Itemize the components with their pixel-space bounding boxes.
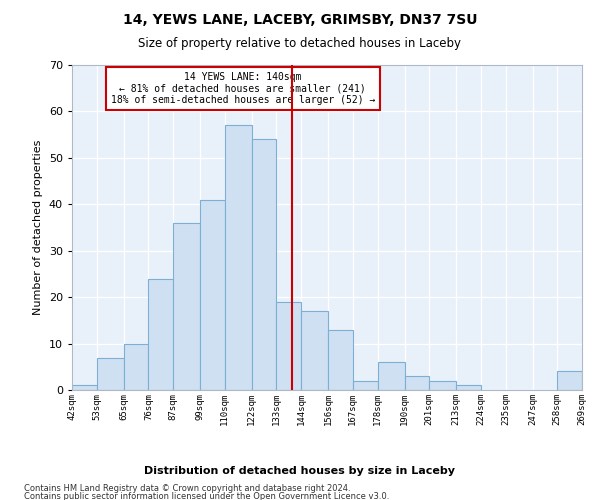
- Y-axis label: Number of detached properties: Number of detached properties: [33, 140, 43, 315]
- Bar: [72, 386, 97, 390]
- Text: Contains HM Land Registry data © Crown copyright and database right 2024.: Contains HM Land Registry data © Crown c…: [24, 484, 350, 493]
- Bar: [277, 302, 301, 390]
- Bar: [173, 223, 200, 390]
- Bar: [328, 330, 353, 390]
- Bar: [225, 126, 252, 390]
- Text: Size of property relative to detached houses in Laceby: Size of property relative to detached ho…: [139, 38, 461, 51]
- Text: 14, YEWS LANE, LACEBY, GRIMSBY, DN37 7SU: 14, YEWS LANE, LACEBY, GRIMSBY, DN37 7SU: [123, 12, 477, 26]
- Bar: [456, 386, 481, 390]
- Bar: [377, 362, 404, 390]
- Bar: [353, 380, 377, 390]
- Bar: [200, 200, 225, 390]
- Text: Distribution of detached houses by size in Laceby: Distribution of detached houses by size …: [145, 466, 455, 476]
- Bar: [124, 344, 148, 390]
- Bar: [429, 380, 456, 390]
- Bar: [404, 376, 429, 390]
- Bar: [301, 311, 328, 390]
- Text: 14 YEWS LANE: 140sqm
← 81% of detached houses are smaller (241)
18% of semi-deta: 14 YEWS LANE: 140sqm ← 81% of detached h…: [110, 72, 375, 105]
- Bar: [148, 278, 173, 390]
- Bar: [252, 140, 277, 390]
- Text: Contains public sector information licensed under the Open Government Licence v3: Contains public sector information licen…: [24, 492, 389, 500]
- Bar: [557, 372, 582, 390]
- Bar: [97, 358, 124, 390]
